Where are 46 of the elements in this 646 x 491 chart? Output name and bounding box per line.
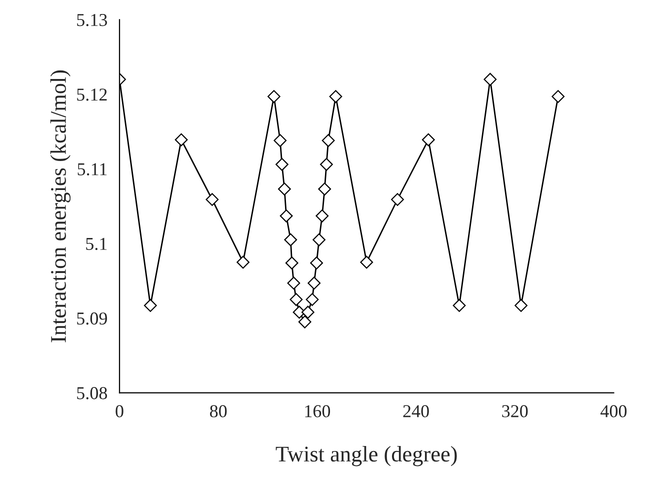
point bbox=[280, 209, 293, 222]
point bbox=[391, 193, 404, 206]
y-axis-title: Interaction energies (kcal/mol) bbox=[50, 70, 71, 342]
y-tick-label: 5.1 bbox=[86, 238, 107, 250]
x-tick-label: 400 bbox=[600, 405, 627, 418]
point bbox=[267, 90, 280, 103]
point bbox=[292, 306, 306, 319]
point bbox=[274, 134, 287, 147]
point bbox=[310, 256, 324, 270]
point bbox=[306, 293, 319, 306]
point bbox=[322, 134, 335, 147]
point bbox=[316, 209, 329, 222]
point bbox=[144, 299, 157, 312]
point bbox=[206, 193, 219, 206]
point bbox=[318, 182, 332, 196]
x-tick-label: 160 bbox=[305, 405, 330, 418]
point bbox=[287, 276, 300, 290]
y-tick-label: 5.12 bbox=[77, 88, 107, 101]
point bbox=[360, 256, 374, 269]
point bbox=[236, 256, 250, 269]
y-tick-label: 5.11 bbox=[78, 163, 107, 176]
x-tick-label: 80 bbox=[210, 405, 227, 418]
point bbox=[484, 72, 497, 86]
y-tick-label: 5.13 bbox=[77, 14, 107, 26]
point bbox=[301, 306, 314, 319]
x-axis-title: Twist angle (degree) bbox=[276, 446, 457, 466]
point bbox=[298, 315, 312, 328]
point bbox=[276, 158, 288, 171]
x-tick-label: 240 bbox=[403, 405, 429, 418]
point bbox=[174, 133, 188, 146]
point bbox=[308, 276, 321, 290]
point bbox=[312, 233, 326, 246]
point bbox=[422, 133, 435, 146]
point bbox=[552, 90, 565, 103]
point bbox=[285, 256, 298, 270]
y-tick-label: 5.09 bbox=[77, 312, 107, 325]
point bbox=[284, 233, 298, 246]
point bbox=[514, 299, 528, 312]
point bbox=[329, 90, 342, 103]
x-tick-label: 0 bbox=[116, 405, 124, 418]
y-tick-label: 5.08 bbox=[77, 387, 108, 400]
point bbox=[320, 158, 333, 171]
point bbox=[452, 299, 466, 312]
point bbox=[278, 182, 291, 196]
point bbox=[290, 293, 303, 306]
x-tick-label: 320 bbox=[502, 405, 528, 418]
